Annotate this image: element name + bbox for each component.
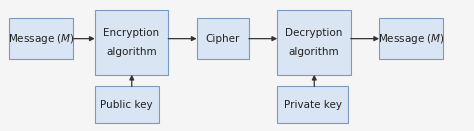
Text: algorithm: algorithm (106, 47, 157, 57)
FancyBboxPatch shape (277, 86, 348, 123)
Text: Encryption: Encryption (103, 28, 160, 38)
FancyBboxPatch shape (277, 10, 351, 75)
FancyBboxPatch shape (95, 86, 159, 123)
Text: Message ($M$): Message ($M$) (8, 32, 75, 46)
FancyBboxPatch shape (379, 18, 443, 59)
Text: Cipher: Cipher (206, 34, 240, 44)
Text: Message ($M$): Message ($M$) (378, 32, 445, 46)
FancyBboxPatch shape (197, 18, 249, 59)
Text: Private key: Private key (284, 100, 342, 110)
Text: algorithm: algorithm (289, 47, 339, 57)
FancyBboxPatch shape (95, 10, 168, 75)
FancyBboxPatch shape (9, 18, 73, 59)
Text: Decryption: Decryption (285, 28, 343, 38)
Text: Public key: Public key (100, 100, 153, 110)
